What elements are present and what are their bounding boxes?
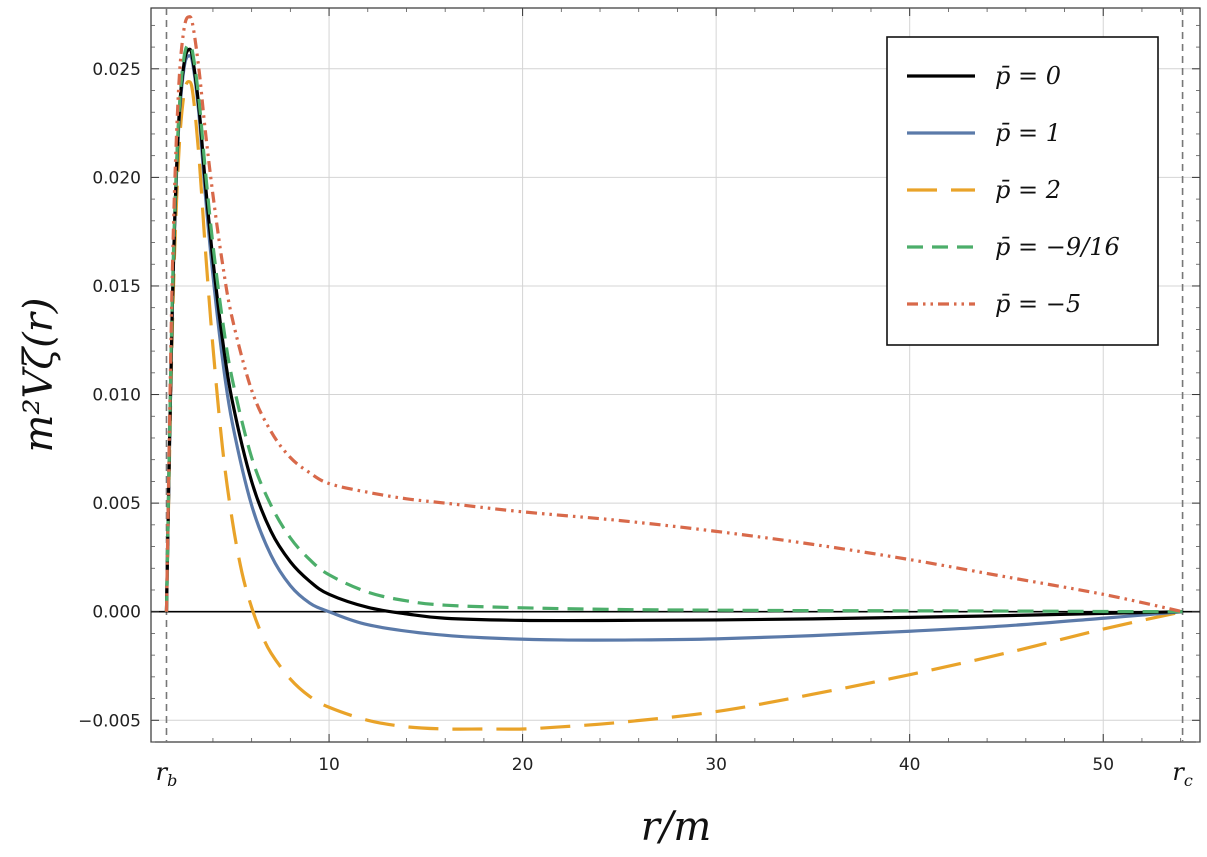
x-tick-label: 40 [899,755,921,775]
boundary-markers: rb rc [156,8,1193,790]
y-axis-title: m²Vζ(r) [16,298,62,453]
y-tick-label: 0.000 [92,603,141,623]
legend-label: p̄ = −5 [995,290,1081,318]
boundary-marker-label: rc [1172,758,1192,790]
x-tick-label: 10 [318,755,340,775]
legend-label: p̄ = 2 [995,176,1061,204]
y-tick-label: −0.005 [78,711,141,731]
series-line-2 [164,79,1183,731]
boundary-marker-label: rb [156,758,178,790]
plot-frame [150,7,1201,743]
series-line-4 [164,15,1183,614]
x-tick-label: 30 [705,755,727,775]
x-tick-label: 20 [512,755,534,775]
legend: p̄ = 0 p̄ = 1 p̄ = 2 p̄ = −9/16 p̄ = −5 [886,36,1159,346]
legend-items: p̄ = 0 p̄ = 1 p̄ = 2 p̄ = −9/16 p̄ = −5 [907,62,1120,318]
y-tick-label: 0.020 [92,168,141,188]
y-tick-label: 0.005 [92,494,141,514]
y-tick-label: 0.010 [92,386,141,406]
y-tick-label: 0.025 [92,60,141,80]
legend-label: p̄ = 0 [995,62,1061,90]
legend-label: p̄ = −9/16 [995,233,1120,261]
x-tick-label: 50 [1092,755,1114,775]
x-axis-title: r/m [641,804,712,850]
y-tick-label: 0.015 [92,277,141,297]
series-group [164,15,1183,731]
series-line-3 [164,43,1183,614]
axis-ticks: 10 20 30 40 50 −0.005 0.000 0.005 0.010 0.015 0.02… [78,8,1200,775]
legend-label: p̄ = 1 [995,119,1061,147]
